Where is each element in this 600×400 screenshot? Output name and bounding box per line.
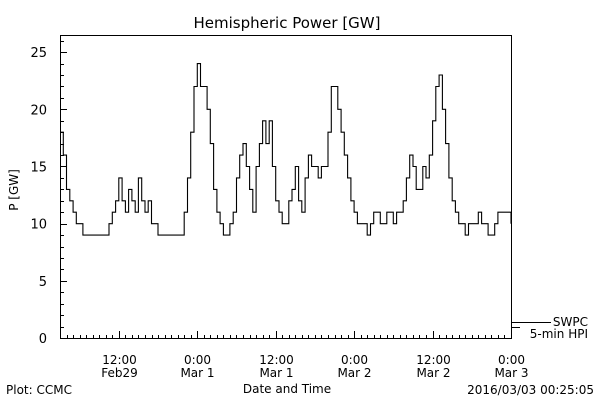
x-tick-label-time: 12:00 xyxy=(259,353,294,367)
x-tick-label-time: 0:00 xyxy=(341,353,368,367)
x-tick-label-date: Mar 3 xyxy=(494,366,528,380)
x-tick-label-date: Mar 1 xyxy=(259,366,293,380)
legend-label-hpi: 5-min HPI xyxy=(530,327,588,341)
y-tick-label: 0 xyxy=(39,332,47,347)
footer-credit: Plot: CCMC xyxy=(6,383,72,397)
plot-frame xyxy=(60,35,512,339)
chart-title: Hemispheric Power [GW] xyxy=(194,14,381,32)
footer-timestamp: 2016/03/03 00:25:05 xyxy=(467,383,594,397)
x-axis-label: Date and Time xyxy=(243,382,331,396)
y-axis: 0 5 10 15 20 25 xyxy=(30,41,67,347)
x-tick-label-date: Mar 2 xyxy=(337,366,371,380)
x-tick-label-date: Mar 2 xyxy=(416,366,450,380)
y-tick-label: 20 xyxy=(30,103,47,118)
series-layer xyxy=(60,63,512,236)
legend-label-swpc: SWPC xyxy=(553,315,588,329)
y-tick-label: 25 xyxy=(30,46,47,61)
x-tick-label-time: 12:00 xyxy=(416,353,451,367)
y-axis-label: P [GW] xyxy=(7,169,21,211)
y-tick-label: 10 xyxy=(30,218,47,233)
x-tick-label-date: Feb29 xyxy=(101,366,138,380)
x-tick-label-date: Mar 1 xyxy=(180,366,214,380)
y-tick-label: 5 xyxy=(39,275,47,290)
x-tick-label-time: 0:00 xyxy=(498,353,525,367)
legend: SWPC 5-min HPI xyxy=(512,315,588,341)
y-tick-label: 15 xyxy=(30,160,47,175)
series-line-hpi xyxy=(60,63,512,236)
x-tick-label-time: 12:00 xyxy=(102,353,137,367)
x-tick-label-time: 0:00 xyxy=(184,353,211,367)
